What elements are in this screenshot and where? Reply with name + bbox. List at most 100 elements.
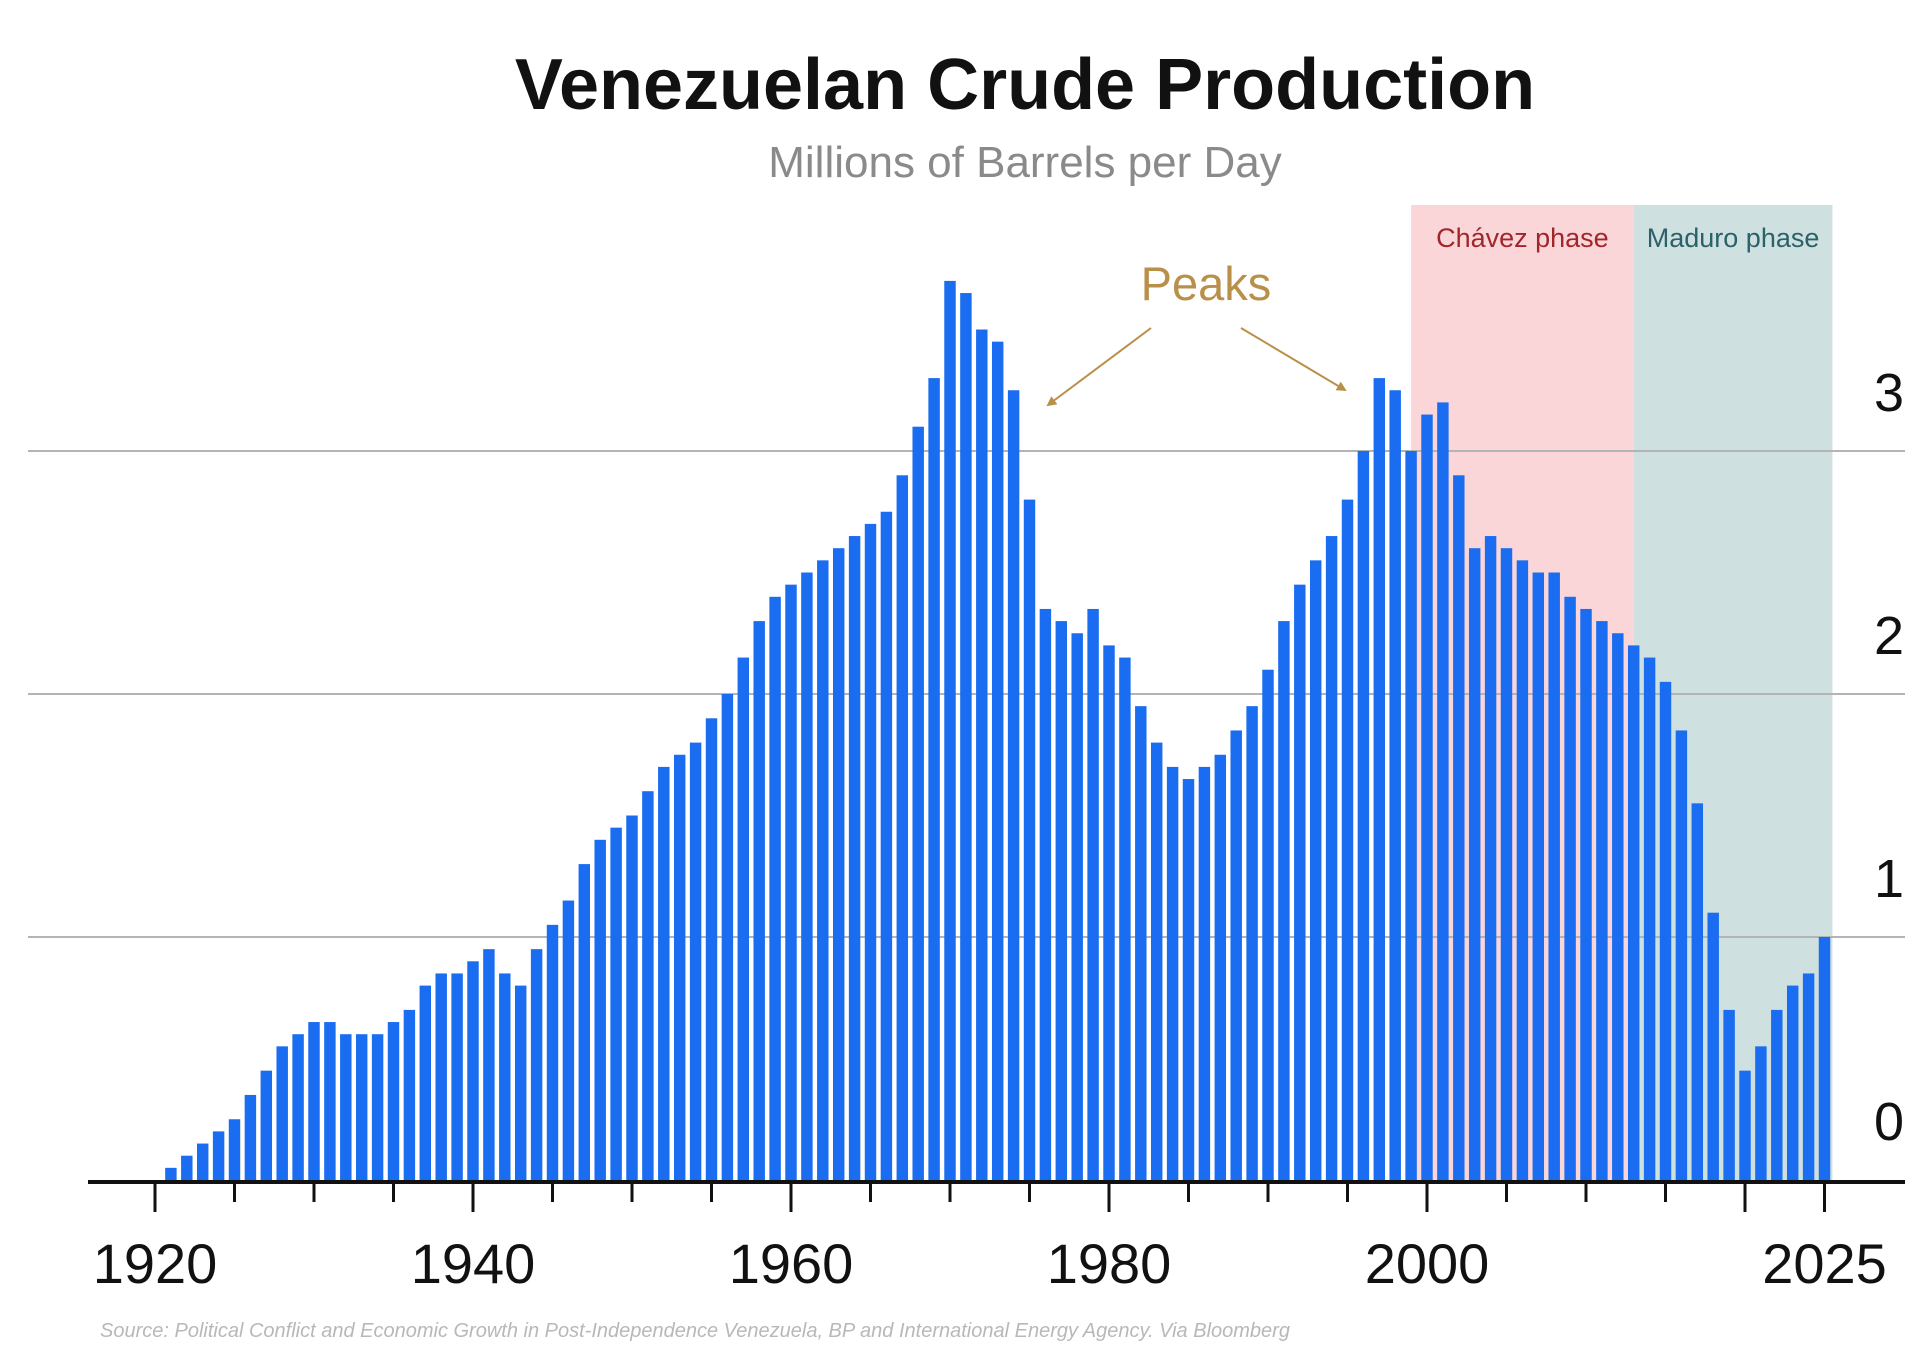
bar (1723, 1009, 1735, 1180)
bar (292, 1034, 304, 1180)
bar (165, 1167, 177, 1180)
bar (1564, 596, 1576, 1180)
source-note: Source: Political Conflict and Economic … (100, 1320, 1290, 1342)
bar (1214, 754, 1227, 1180)
bars (165, 280, 1831, 1181)
bar (228, 1119, 241, 1180)
bar (308, 1022, 320, 1180)
bar (1802, 973, 1815, 1180)
bar (1771, 1009, 1783, 1180)
bar (562, 900, 575, 1180)
bar (1150, 742, 1163, 1180)
bar (721, 694, 734, 1180)
bar (1262, 669, 1274, 1180)
bar (864, 523, 877, 1180)
bar (212, 1131, 225, 1180)
x-axis: 1920 1940 1960 1980 2000 2025 (88, 1180, 1905, 1295)
y-tick-label: 0 (1874, 1092, 1904, 1152)
bar (1818, 937, 1831, 1180)
bar (1055, 621, 1068, 1180)
chart-subtitle: Millions of Barrels per Day (768, 138, 1282, 187)
bar (1119, 657, 1131, 1180)
chart-title: Venezuelan Crude Production (514, 45, 1536, 125)
bar (1516, 560, 1529, 1180)
bar (451, 973, 463, 1180)
bar (1071, 633, 1083, 1180)
bar (642, 791, 654, 1180)
bar (276, 1046, 288, 1180)
bar (1166, 766, 1179, 1180)
bar (196, 1143, 209, 1180)
bar (1643, 657, 1656, 1180)
x-tick-label: 2000 (1365, 1232, 1490, 1295)
bar (626, 815, 638, 1180)
bar (1087, 608, 1099, 1180)
bar (181, 1155, 193, 1180)
bar (1596, 621, 1608, 1180)
bar (578, 864, 591, 1180)
bar (1500, 548, 1513, 1180)
bar (1198, 766, 1211, 1180)
bar (673, 754, 686, 1180)
bar (1278, 621, 1290, 1180)
bar (785, 584, 797, 1180)
bar (1182, 779, 1195, 1180)
y-tick-label: 1 (1874, 849, 1904, 909)
bar (960, 293, 972, 1180)
bar (594, 839, 606, 1180)
bar (1468, 548, 1481, 1180)
y-tick-label: 2 (1874, 606, 1904, 666)
y-axis-labels: 0 1 2 3 (1874, 363, 1904, 1152)
peaks-annotation: Peaks (1046, 257, 1347, 407)
bar (1294, 584, 1306, 1180)
bar (1023, 499, 1036, 1181)
bar (769, 596, 781, 1180)
bar (1357, 451, 1370, 1180)
y-tick-label: 3 (1874, 363, 1904, 423)
bar (340, 1034, 352, 1180)
bar (1389, 390, 1401, 1180)
bar (403, 1009, 416, 1180)
bar (514, 985, 527, 1180)
peak-arrow-left (1046, 327, 1152, 407)
bar (848, 536, 861, 1180)
bar (1437, 402, 1449, 1180)
bar (912, 426, 924, 1180)
bar (1039, 608, 1052, 1180)
bar (1484, 536, 1497, 1180)
bar (1739, 1070, 1751, 1180)
bar (1373, 378, 1386, 1181)
bar (658, 766, 670, 1180)
bar (1309, 560, 1322, 1180)
bar (801, 572, 813, 1180)
bar (530, 949, 543, 1180)
bar (435, 973, 447, 1180)
bar (499, 973, 511, 1180)
bar (467, 961, 479, 1180)
bar (324, 1022, 336, 1180)
bar (1612, 633, 1624, 1180)
bar (1405, 451, 1417, 1180)
bar (928, 378, 940, 1181)
bar (1135, 706, 1147, 1180)
bar (1421, 414, 1433, 1180)
x-tick-label: 1960 (729, 1232, 854, 1295)
bar (1659, 681, 1672, 1180)
bar (1755, 1046, 1767, 1180)
bar (944, 280, 956, 1180)
bar (880, 511, 893, 1180)
bar (244, 1094, 257, 1180)
bar (1007, 390, 1020, 1180)
bar (976, 329, 988, 1180)
phase-label-maduro: Maduro phase (1647, 223, 1820, 253)
x-tick-label: 1940 (411, 1232, 536, 1295)
bar (1246, 706, 1258, 1180)
bar (610, 827, 622, 1180)
bar (1548, 572, 1560, 1180)
bar (1230, 730, 1242, 1180)
bar (260, 1070, 273, 1180)
bar (387, 1022, 400, 1180)
bar (832, 548, 845, 1180)
bar (896, 475, 909, 1180)
